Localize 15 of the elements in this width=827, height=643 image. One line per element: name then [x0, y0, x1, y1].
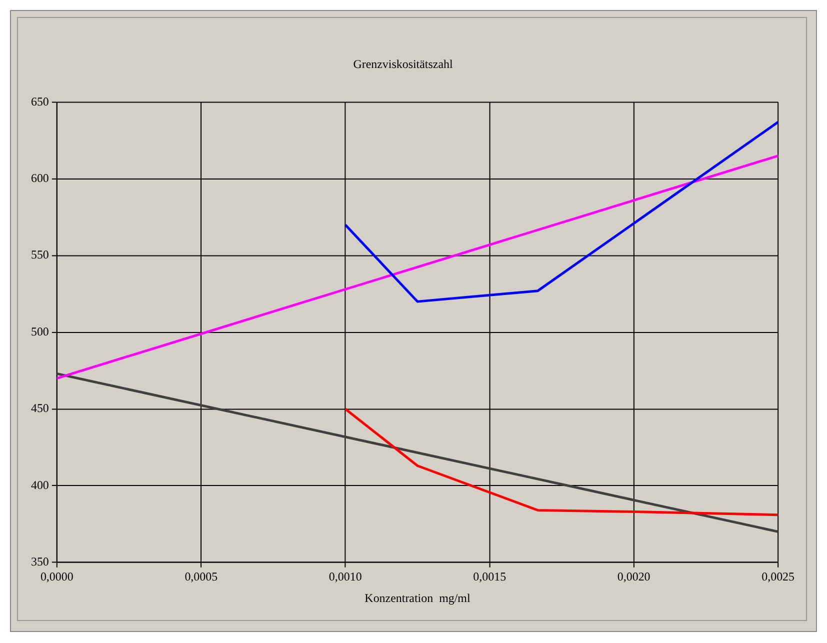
x-tick-label: 0,0010: [328, 570, 362, 584]
x-axis-title: Konzentration mg/ml: [364, 591, 471, 606]
x-tick-label: 0,0000: [40, 570, 74, 584]
chart-title: Grenzviskositätszahl: [353, 57, 454, 72]
x-tick-label: 0,0015: [473, 570, 506, 584]
y-tick-label: 650: [30, 94, 49, 108]
y-tick-label: 500: [30, 324, 49, 338]
y-tick-label: 550: [30, 248, 49, 262]
x-tick-label: 0,0025: [762, 570, 795, 584]
y-tick-label: 350: [30, 554, 49, 569]
y-tick-label: 400: [30, 478, 49, 492]
x-tick-label: 0,0020: [617, 570, 650, 584]
y-tick-label: 450: [30, 401, 49, 416]
y-tick-label: 600: [30, 170, 49, 185]
x-tick-label: 0,0005: [184, 570, 218, 584]
